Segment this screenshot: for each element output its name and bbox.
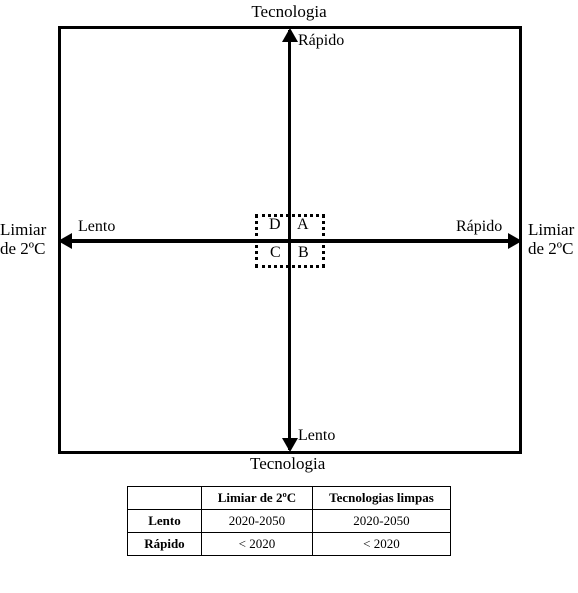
table-row: Lento 2020-2050 2020-2050 [128, 510, 451, 533]
quadrant-diagram: Rápido Lento Lento Rápido Limiar de 2ºC … [0, 22, 578, 474]
table-col-header: Tecnologias limpas [313, 487, 451, 510]
table-cell: 2020-2050 [313, 510, 451, 533]
table-cell: < 2020 [313, 533, 451, 556]
top-axis-outer-label: Tecnologia [0, 0, 578, 22]
top-axis-inner-label: Rápido [298, 32, 344, 50]
arrow-up-icon [282, 28, 298, 42]
left-axis-outer-label-1: Limiar [0, 220, 46, 240]
table-corner [128, 487, 201, 510]
right-axis-inner-label: Rápido [456, 218, 502, 236]
arrow-right-icon [508, 233, 522, 249]
quadrant-label-bl: C [270, 244, 281, 262]
quadrant-label-tr: A [297, 216, 309, 234]
table-row: Rápido < 2020 < 2020 [128, 533, 451, 556]
root: Tecnologia Rápido Lento Lento Rápido Lim… [0, 0, 578, 556]
bottom-axis-inner-label: Lento [298, 427, 335, 445]
left-axis-outer-label-2: de 2ºC [0, 239, 45, 259]
table-col-header: Limiar de 2ºC [201, 487, 312, 510]
table-row-header: Rápido [128, 533, 201, 556]
arrow-down-icon [282, 438, 298, 452]
table-cell: 2020-2050 [201, 510, 312, 533]
center-quadrant-box [255, 214, 325, 268]
table-row: Limiar de 2ºC Tecnologias limpas [128, 487, 451, 510]
table-row-header: Lento [128, 510, 201, 533]
quadrant-label-tl: D [269, 216, 281, 234]
bottom-axis-outer-label: Tecnologia [250, 454, 325, 474]
left-axis-inner-label: Lento [78, 218, 115, 236]
table-cell: < 2020 [201, 533, 312, 556]
right-axis-outer-label-2: de 2ºC [528, 239, 573, 259]
arrow-left-icon [58, 233, 72, 249]
quadrant-label-br: B [298, 244, 309, 262]
right-axis-outer-label-1: Limiar [528, 220, 574, 240]
legend-table: Limiar de 2ºC Tecnologias limpas Lento 2… [127, 486, 451, 556]
